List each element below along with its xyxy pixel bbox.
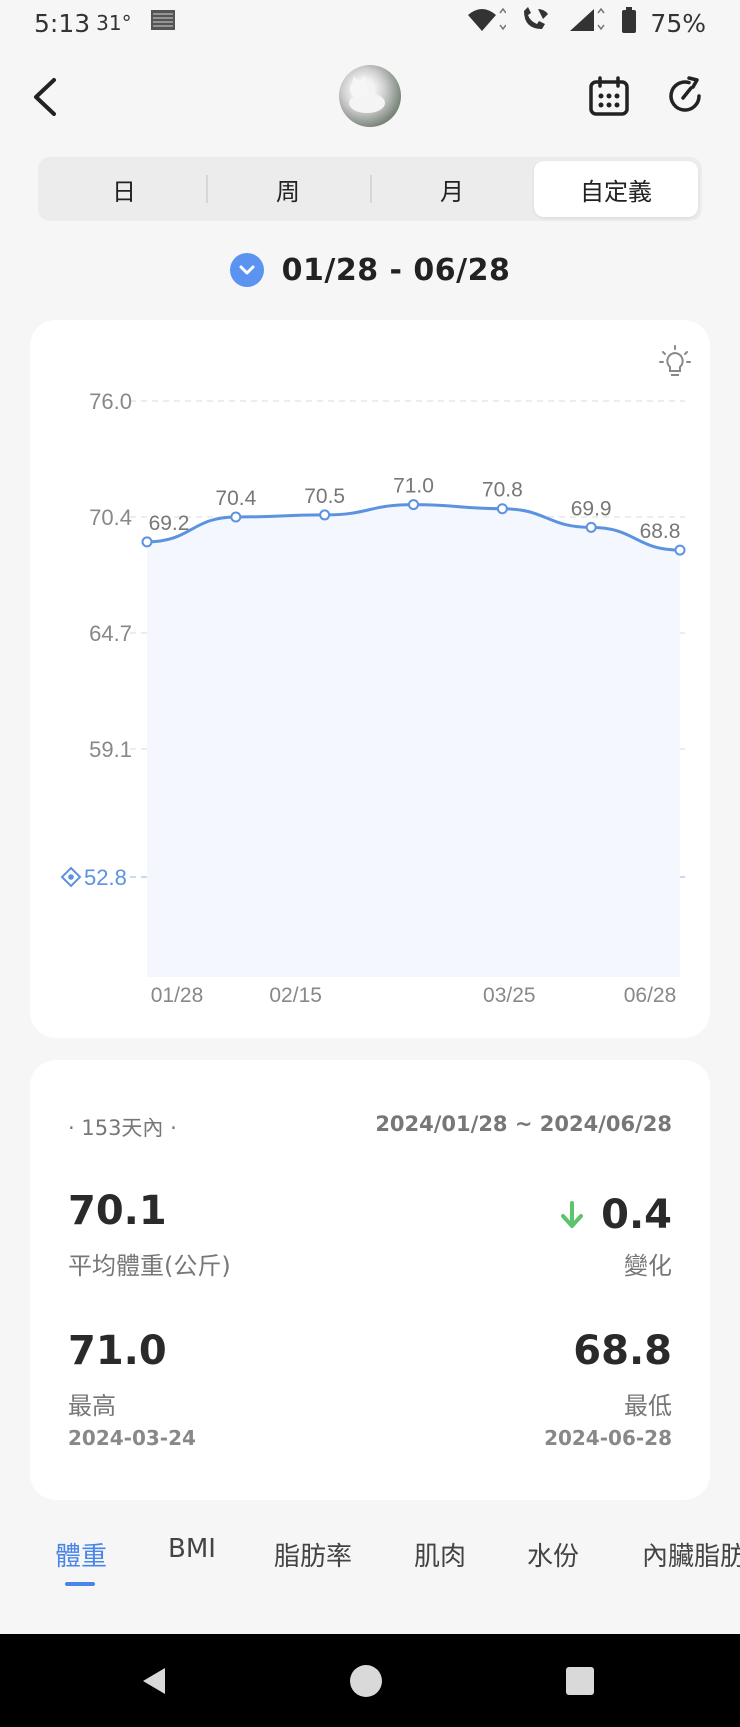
average-weight-value: 70.1 xyxy=(68,1188,167,1234)
segment-day-label: 日 xyxy=(112,177,136,206)
data-label: 70.4 xyxy=(215,487,256,510)
status-time: 5:13 xyxy=(34,8,91,38)
data-label: 71.0 xyxy=(393,475,434,498)
back-button[interactable] xyxy=(24,72,68,122)
date-range-text: 01/28 - 06/28 xyxy=(281,252,511,288)
nav-back-button[interactable] xyxy=(137,1664,171,1698)
average-weight-label: 平均體重(公斤) xyxy=(68,1252,231,1280)
data-point xyxy=(408,499,419,511)
min-weight-label: 最低 xyxy=(624,1392,672,1420)
back-arrow-icon xyxy=(34,78,56,116)
period-days: · 153天內 · xyxy=(68,1116,177,1140)
weight-line-chart: 76.0 70.4 64.7 59.1 52.8 69.2 70.4 70.5 71.0 70.8… xyxy=(60,389,686,1007)
date-range-dropdown[interactable] xyxy=(229,253,264,287)
summary-card: · 153天內 · 2024/01/28 ~ 2024/06/28 70.1 平… xyxy=(30,1060,710,1500)
data-point xyxy=(319,509,331,521)
change-block: 0.4 xyxy=(559,1192,672,1238)
refresh-button[interactable] xyxy=(663,74,707,118)
y-tick-label: 64.7 xyxy=(89,621,132,646)
segment-month[interactable]: 月 xyxy=(370,161,534,217)
y-tick-label: 70.4 xyxy=(89,505,132,530)
signal-icon xyxy=(568,7,608,39)
tab-water[interactable]: 水份 xyxy=(527,1542,580,1572)
segment-week[interactable]: 周 xyxy=(206,161,370,217)
lightbulb-icon xyxy=(659,345,691,376)
status-left: 5:13 31° xyxy=(34,8,176,38)
change-label: 變化 xyxy=(624,1252,672,1280)
min-weight-date: 2024-06-28 xyxy=(544,1426,672,1450)
calendar-icon xyxy=(589,76,629,116)
weight-chart-card: 76.0 70.4 64.7 59.1 52.8 69.2 70.4 70.5 71.0 70.8… xyxy=(30,320,710,1038)
x-tick-label: 06/28 xyxy=(624,984,677,1007)
battery-icon xyxy=(622,7,637,39)
max-weight-label: 最高 xyxy=(68,1392,116,1420)
metric-tabs: 體重 BMI 脂肪率 肌肉 水份 內臟脂肪 xyxy=(0,1528,740,1588)
data-label: 69.2 xyxy=(149,512,190,535)
segment-custom-label: 自定義 xyxy=(580,177,652,206)
date-range-selector[interactable]: 01/28 - 06/28 xyxy=(0,248,740,292)
area-fill xyxy=(147,504,680,977)
data-point xyxy=(496,503,508,515)
tab-weight[interactable]: 體重 xyxy=(55,1542,108,1572)
circle-home-icon xyxy=(350,1665,382,1697)
active-tab-indicator xyxy=(65,1582,95,1586)
y-tick-label: 76.0 xyxy=(89,389,132,414)
segment-custom[interactable]: 自定義 xyxy=(534,161,698,217)
data-point xyxy=(230,511,242,523)
tab-muscle[interactable]: 肌肉 xyxy=(414,1542,467,1572)
data-label: 70.8 xyxy=(482,479,523,502)
period-segment-control: 日 周 月 自定義 xyxy=(38,157,702,221)
target-value-label: 52.8 xyxy=(84,865,127,890)
arrow-down-icon xyxy=(561,1201,584,1228)
y-tick-label: 59.1 xyxy=(89,737,132,762)
max-weight-date: 2024-03-24 xyxy=(68,1426,196,1450)
tab-body-fat[interactable]: 脂肪率 xyxy=(274,1542,353,1572)
triangle-back-icon xyxy=(143,1668,165,1694)
nav-home-button[interactable] xyxy=(349,1664,383,1698)
status-right: 75% xyxy=(466,7,706,39)
min-weight-value: 68.8 xyxy=(573,1328,672,1374)
nav-recents-button[interactable] xyxy=(563,1664,597,1698)
data-point xyxy=(674,544,686,556)
refresh-icon xyxy=(669,76,701,112)
x-tick-label: 02/15 xyxy=(269,984,322,1007)
status-temperature: 31° xyxy=(96,11,132,35)
tip-button[interactable] xyxy=(658,344,692,380)
segment-day[interactable]: 日 xyxy=(42,161,206,217)
system-navigation-bar xyxy=(0,1634,740,1727)
wifi-calling-icon xyxy=(520,7,554,39)
x-tick-label: 03/25 xyxy=(483,984,536,1007)
data-label: 70.5 xyxy=(304,485,345,508)
tab-bmi[interactable]: BMI xyxy=(168,1534,216,1564)
status-bar: 5:13 31° 75% xyxy=(0,0,740,46)
square-recents-icon xyxy=(566,1667,594,1695)
data-label: 69.9 xyxy=(571,497,612,520)
header xyxy=(0,52,740,142)
wifi-icon xyxy=(466,7,508,39)
change-value: 0.4 xyxy=(601,1192,672,1238)
data-point xyxy=(141,536,153,548)
weather-app-icon xyxy=(150,8,176,38)
data-point xyxy=(585,521,597,533)
x-tick-label: 01/28 xyxy=(151,984,204,1007)
target-icon xyxy=(60,866,82,888)
tab-visceral-fat[interactable]: 內臟脂肪 xyxy=(642,1542,740,1572)
summary-date-range: 2024/01/28 ~ 2024/06/28 xyxy=(375,1112,672,1136)
segment-month-label: 月 xyxy=(440,177,464,206)
max-weight-value: 71.0 xyxy=(68,1328,167,1374)
chevron-down-icon xyxy=(239,265,255,275)
data-label: 68.8 xyxy=(640,520,681,543)
segment-week-label: 周 xyxy=(276,177,300,206)
avatar[interactable] xyxy=(339,65,401,127)
calendar-button[interactable] xyxy=(587,74,631,118)
battery-percentage: 75% xyxy=(650,8,706,38)
